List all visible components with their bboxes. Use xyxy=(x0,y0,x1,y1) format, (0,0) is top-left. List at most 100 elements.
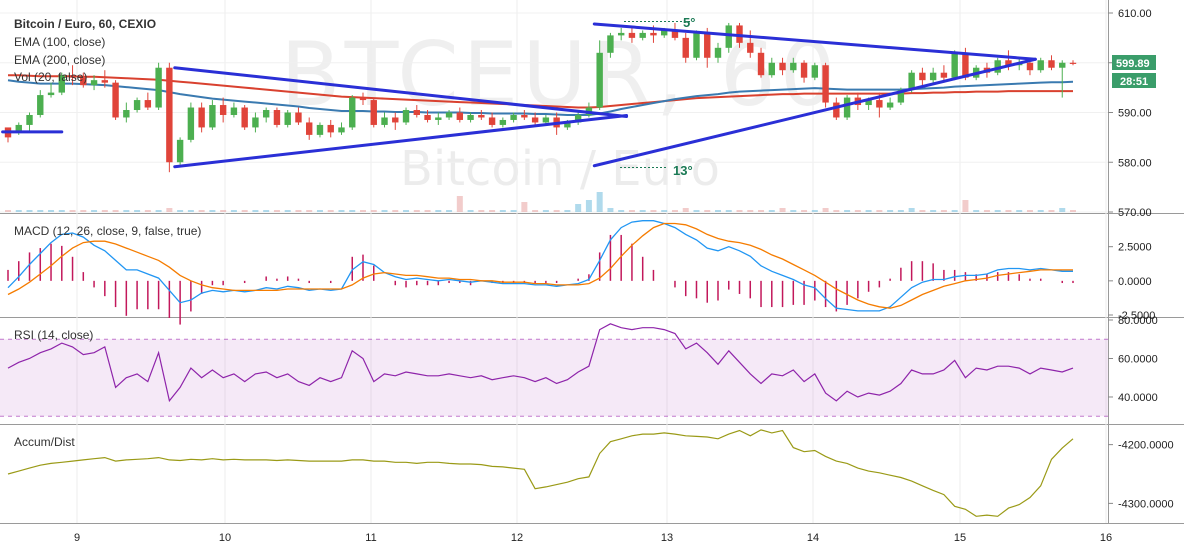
candle-body xyxy=(811,65,819,78)
volume-bar xyxy=(715,210,721,212)
volume-bar xyxy=(585,200,592,212)
macd-signal-line xyxy=(7,222,1073,309)
candle-body xyxy=(929,72,937,81)
price-axis-label: 590.00 xyxy=(1118,108,1152,120)
candle-body xyxy=(714,47,722,58)
candle-body xyxy=(316,124,324,135)
candle-body xyxy=(327,124,334,133)
candle-body xyxy=(951,52,958,78)
candle-body xyxy=(230,107,238,115)
volume-bar xyxy=(112,210,119,212)
volume-bar xyxy=(822,208,829,212)
candle-body xyxy=(833,102,840,118)
volume-bar xyxy=(521,202,528,212)
volume-bar xyxy=(951,210,958,212)
candle-body xyxy=(349,97,356,128)
candle-body xyxy=(1059,62,1066,68)
candle-body xyxy=(1069,62,1077,64)
volume-bar xyxy=(607,208,614,212)
candle-body xyxy=(919,72,926,81)
accum-dist-title[interactable]: Accum/Dist xyxy=(14,435,75,449)
candle-body xyxy=(661,30,668,36)
legend-ema100[interactable]: EMA (100, close) xyxy=(14,35,105,49)
candle-body xyxy=(940,72,948,78)
candle-body xyxy=(499,119,507,125)
candle-body xyxy=(650,32,657,36)
macd-title[interactable]: MACD (12, 26, close, 9, false, true) xyxy=(14,224,201,238)
candle-body xyxy=(209,105,216,128)
volume-bar xyxy=(671,210,678,212)
candle-body xyxy=(176,139,184,163)
volume-bar xyxy=(725,210,732,212)
volume-bar xyxy=(510,210,517,212)
rsi-axis-label: 40.0000 xyxy=(1118,392,1158,404)
rsi-title[interactable]: RSI (14, close) xyxy=(14,328,93,342)
candle-body xyxy=(607,35,614,53)
candle-body xyxy=(596,52,603,108)
volume-bar xyxy=(316,210,323,212)
candle-body xyxy=(488,117,496,125)
x-tick-label: 9 xyxy=(74,532,80,544)
volume-bar xyxy=(467,210,474,212)
price-badge-bg xyxy=(1112,55,1156,70)
volume-bar xyxy=(983,210,990,212)
volume-bar xyxy=(58,210,65,212)
candle-body xyxy=(617,32,625,36)
candle-body xyxy=(628,32,636,38)
volume-bar xyxy=(413,210,420,212)
volume-bar xyxy=(865,210,872,212)
candle-body xyxy=(521,114,528,118)
volume-bar xyxy=(327,210,334,212)
volume-bar xyxy=(284,210,291,212)
volume-bar xyxy=(456,196,463,212)
volume-bar xyxy=(564,210,571,212)
candle-body xyxy=(897,90,905,103)
volume-bar xyxy=(908,208,915,212)
volume-bar xyxy=(693,210,700,212)
volume-bar xyxy=(424,210,431,212)
volume-bar xyxy=(919,210,926,212)
volume-bar xyxy=(553,210,560,212)
volume-bar xyxy=(639,210,646,212)
volume-bar xyxy=(306,210,313,212)
volume-bar xyxy=(779,208,786,212)
volume-bar xyxy=(166,208,173,212)
candle-body xyxy=(994,60,1001,73)
candle-body xyxy=(424,114,431,120)
volume-bar xyxy=(854,210,861,212)
volume-bar xyxy=(1016,210,1023,212)
volume-bar xyxy=(230,210,237,212)
volume-bar xyxy=(758,210,765,212)
candle-body xyxy=(166,67,173,163)
volume-bar xyxy=(596,192,603,212)
x-tick-label: 13 xyxy=(661,532,673,544)
volume-bar xyxy=(650,210,657,212)
candle-body xyxy=(306,122,313,135)
candle-body xyxy=(693,32,700,58)
trendline[interactable] xyxy=(592,22,1037,61)
candle-body xyxy=(639,32,646,38)
volume-bar xyxy=(198,210,205,212)
candle-body xyxy=(123,110,130,118)
trendline[interactable] xyxy=(173,113,629,169)
candle-body xyxy=(252,117,259,128)
volume-bar xyxy=(628,210,635,212)
candle-body xyxy=(865,100,872,106)
legend-volume[interactable]: Vol (20, false) xyxy=(14,70,87,84)
accum-dist-line xyxy=(7,429,1074,517)
rsi-band xyxy=(0,339,1108,417)
volume-bar xyxy=(833,210,840,212)
candle-body xyxy=(542,117,550,123)
candle-body xyxy=(37,95,44,115)
trendline[interactable] xyxy=(173,66,629,118)
candle-body xyxy=(779,62,786,71)
candle-body xyxy=(112,82,119,118)
legend-ema200[interactable]: EMA (200, close) xyxy=(14,53,105,67)
volume-bar xyxy=(618,210,625,212)
price-badge: 599.89 xyxy=(1116,58,1150,70)
volume-bar xyxy=(499,210,506,212)
volume-bar xyxy=(295,210,302,212)
trendline[interactable] xyxy=(592,57,1037,168)
volume-bar xyxy=(252,210,259,212)
